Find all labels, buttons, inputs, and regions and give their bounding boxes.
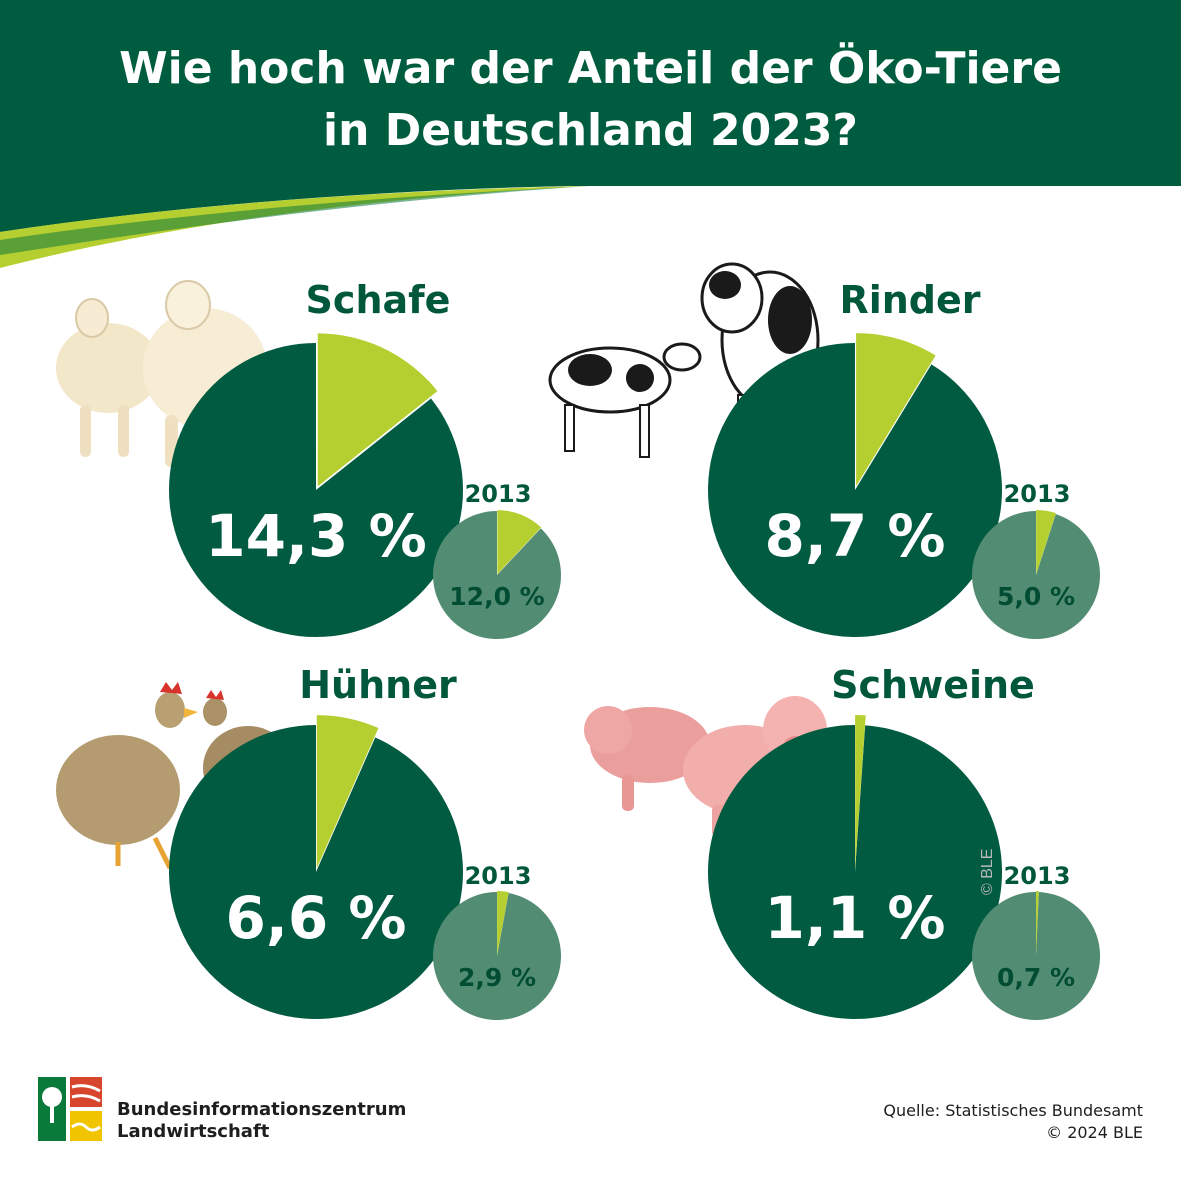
pig-back-leg xyxy=(622,775,634,811)
pie-small-slice-huehner xyxy=(433,892,562,1020)
organization-name-line-2: Landwirtschaft xyxy=(117,1121,270,1142)
pie-large-slice-rinder xyxy=(707,342,1002,637)
watermark: © BLE xyxy=(979,849,996,895)
hen-left-beak xyxy=(184,708,198,718)
source-line-1: Quelle: Statistisches Bundesamt xyxy=(883,1101,1143,1120)
pie-value-label-huehner: 6,6 % xyxy=(225,884,406,952)
pie-title-rinder: Rinder xyxy=(839,278,980,322)
sheep-back-leg xyxy=(80,405,91,457)
pie-group-schafe: Schafe 14,3 % 2013 12,0 % xyxy=(168,278,561,639)
pie-comparison-year-huehner: 2013 xyxy=(465,862,532,890)
hen-left-body xyxy=(56,735,180,845)
header-band xyxy=(0,0,1181,232)
pie-comparison-label-rinder: 5,0 % xyxy=(997,582,1075,611)
pie-title-schafe: Schafe xyxy=(306,278,451,322)
pie-small-slice-schweine xyxy=(972,892,1101,1020)
calf-spot xyxy=(568,354,612,386)
page-title: Wie hoch war der Anteil der Öko-Tiere in… xyxy=(0,38,1181,162)
sheep-front-head xyxy=(165,280,211,330)
sheep-back-body xyxy=(56,323,160,413)
pie-comparison-label-schafe: 12,0 % xyxy=(449,582,544,611)
title-line-1: Wie hoch war der Anteil der Öko-Tiere xyxy=(119,43,1062,94)
logo-tile-red xyxy=(70,1077,102,1107)
pie-small-highlight-huehner xyxy=(497,891,509,956)
pie-title-schweine: Schweine xyxy=(831,663,1035,707)
cow-spot xyxy=(768,286,812,354)
logo-tree-crown xyxy=(42,1087,62,1107)
pie-comparison-year-schweine: 2013 xyxy=(1004,862,1071,890)
logo-wave xyxy=(71,1122,101,1132)
logo xyxy=(38,1077,102,1141)
pie-large-highlight-schweine xyxy=(855,715,866,869)
calf-leg xyxy=(639,404,650,458)
pie-small-highlight-schweine xyxy=(1036,891,1039,956)
pie-small-slice-rinder xyxy=(972,511,1101,639)
pie-small-highlight-rinder xyxy=(1036,510,1056,575)
pig-back-head xyxy=(584,706,632,754)
pie-small-slice-schafe xyxy=(432,511,561,639)
hen-right-head xyxy=(203,698,227,726)
pie-large-slice-schweine xyxy=(708,725,1003,1019)
pie-group-huehner: Hühner 6,6 % 2013 2,9 % xyxy=(169,663,562,1020)
calf-leg xyxy=(564,404,575,452)
pie-large-slice-schafe xyxy=(168,343,463,637)
hen-right-comb xyxy=(206,690,224,700)
sheep-back-head xyxy=(75,298,109,338)
hen-left-head xyxy=(155,692,185,728)
pie-comparison-label-huehner: 2,9 % xyxy=(458,963,536,992)
pie-title-huehner: Hühner xyxy=(299,663,457,707)
pie-large-highlight-huehner xyxy=(316,715,379,869)
organization-name-line-1: Bundesinformationszentrum xyxy=(117,1099,407,1120)
source-credit: Quelle: Statistisches Bundesamt © 2024 B… xyxy=(883,1100,1143,1144)
header-banner xyxy=(0,0,1181,268)
pie-group-rinder: Rinder 8,7 % 2013 5,0 % xyxy=(707,278,1101,639)
source-line-2: © 2024 BLE xyxy=(1046,1123,1143,1142)
pie-group-schweine: Schweine 1,1 % 2013 0,7 % xyxy=(708,663,1101,1020)
sheep-back-leg xyxy=(118,405,129,457)
logo-field-stripes xyxy=(71,1084,101,1103)
pie-large-highlight-schafe xyxy=(317,333,438,487)
calf-head xyxy=(662,342,702,372)
hen-left-leg xyxy=(152,836,173,870)
pie-value-label-rinder: 8,7 % xyxy=(764,502,945,570)
pie-large-slice-huehner xyxy=(169,725,464,1019)
hen-left-comb xyxy=(160,682,182,694)
logo-tree-trunk xyxy=(50,1105,54,1123)
pie-value-label-schafe: 14,3 % xyxy=(205,502,426,570)
cow-head-spot xyxy=(709,271,741,299)
pie-comparison-year-schafe: 2013 xyxy=(465,480,532,508)
pie-comparison-year-rinder: 2013 xyxy=(1004,480,1071,508)
pie-large-highlight-rinder xyxy=(856,333,936,487)
cow-illustration xyxy=(548,262,820,458)
organization-name: Bundesinformationszentrum Landwirtschaft xyxy=(117,1099,406,1143)
title-line-2: in Deutschland 2023? xyxy=(323,105,858,156)
pie-value-label-schweine: 1,1 % xyxy=(764,884,945,952)
pie-small-highlight-schafe xyxy=(497,510,542,575)
calf-spot xyxy=(626,364,654,392)
pie-comparison-label-schweine: 0,7 % xyxy=(997,963,1075,992)
